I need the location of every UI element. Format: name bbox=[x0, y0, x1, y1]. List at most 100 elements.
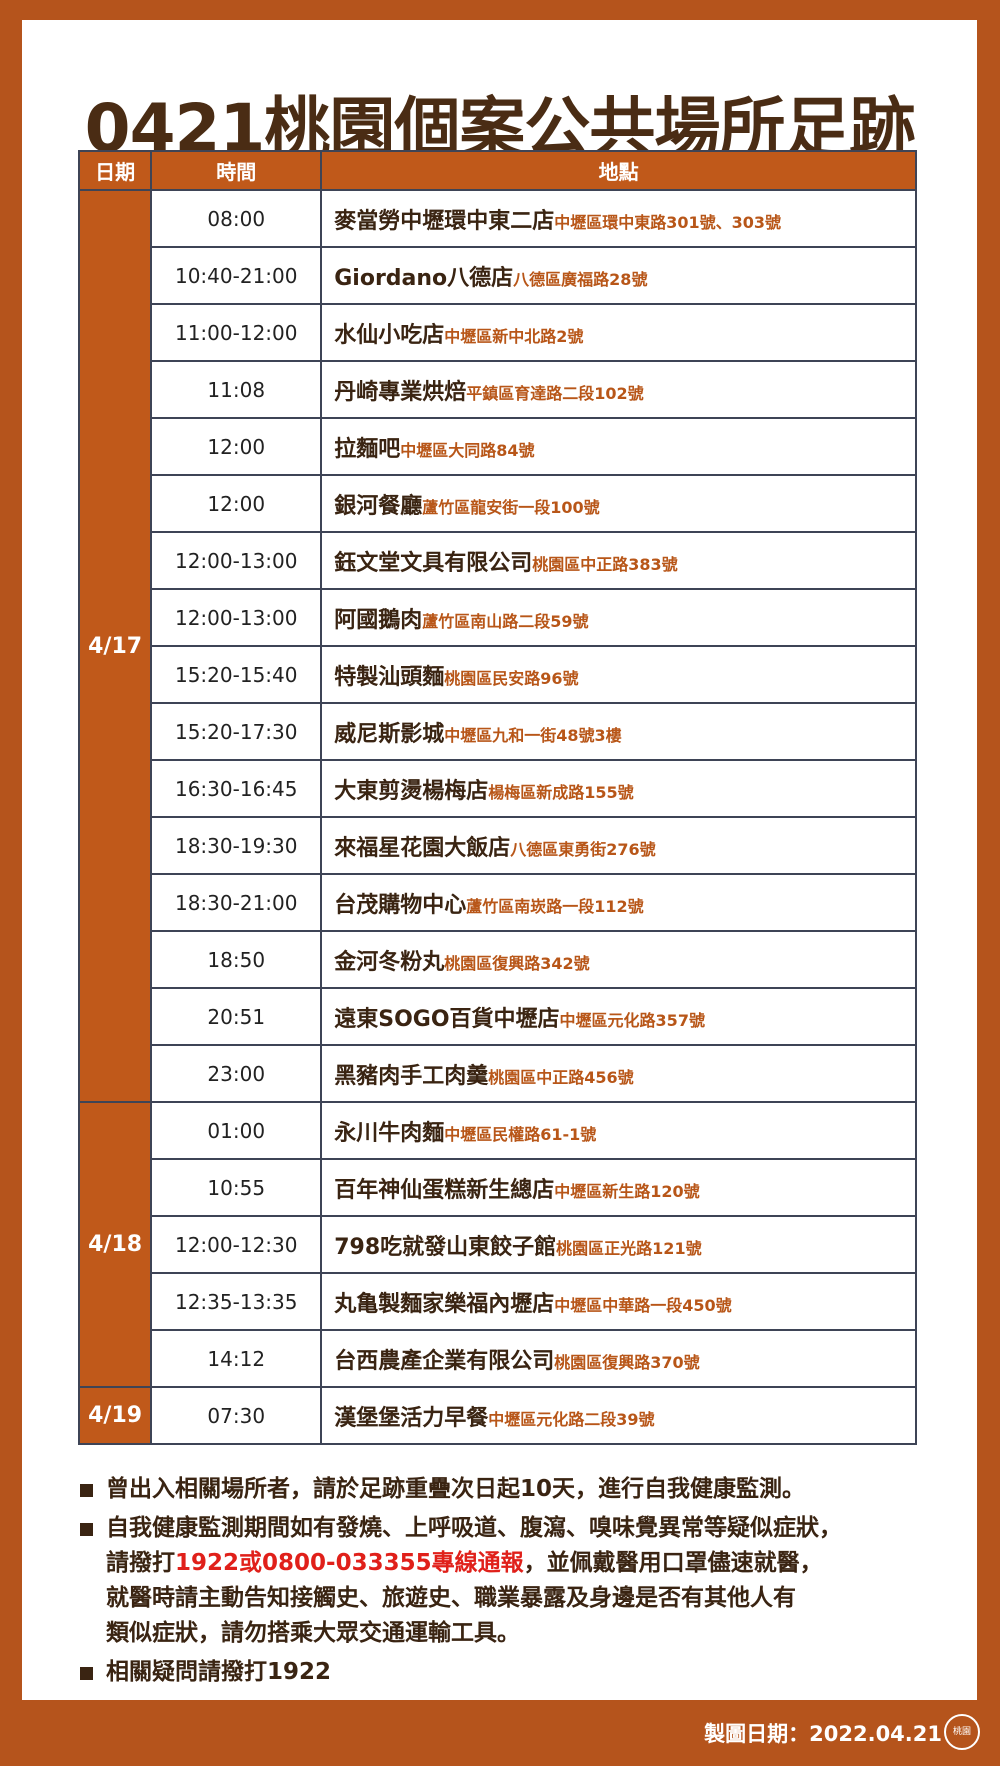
time-cell: 10:40-21:00 bbox=[150, 246, 323, 305]
time-cell: 11:00-12:00 bbox=[150, 303, 323, 362]
place-address: 中壢區大同路84號 bbox=[400, 440, 535, 460]
row: 4/17 08:00 麥當勞中壢環中東二店中壢區環中東路301號、303號 bbox=[77, 189, 917, 1103]
place-cell: 大東剪燙楊梅店楊梅區新成路155號 bbox=[320, 759, 917, 818]
place-name: 百年神仙蛋糕新生總店 bbox=[334, 1177, 555, 1203]
row: 4/19 07:30 漢堡堡活力早餐中壢區元化路二段39號 bbox=[77, 1386, 917, 1445]
place-cell: 水仙小吃店中壢區新中北路2號 bbox=[320, 303, 917, 362]
place-cell: 台茂購物中心蘆竹區南崁路一段112號 bbox=[320, 873, 917, 932]
note: 自我健康監測期間如有發燒、上呼吸道、腹瀉、嗅味覺異常等疑似症狀， 請撥打1922或… bbox=[78, 1511, 968, 1651]
date-cell: 4/18 bbox=[77, 1101, 153, 1388]
row: 15:20-15:40 特製汕頭麵桃園區民安路96號 bbox=[79, 645, 917, 704]
note-text: 1922或0800-033355專線通報 bbox=[175, 1550, 524, 1576]
place-address: 桃園區中正路456號 bbox=[488, 1067, 634, 1087]
row: 23:00 黑豬肉手工肉羹桃園區中正路456號 bbox=[79, 1044, 917, 1103]
place-address: 中壢區民權路61-1號 bbox=[444, 1124, 597, 1144]
place-cell: 麥當勞中壢環中東二店中壢區環中東路301號、303號 bbox=[320, 189, 917, 248]
row: 11:00-12:00 水仙小吃店中壢區新中北路2號 bbox=[79, 303, 917, 362]
place-address: 蘆竹區南崁路一段112號 bbox=[466, 896, 644, 916]
place-name: 特製汕頭麵 bbox=[334, 664, 445, 690]
place-name: 台西農產企業有限公司 bbox=[334, 1348, 555, 1374]
row: 12:00-12:30 798吃就發山東餃子館桃園區正光路121號 bbox=[79, 1215, 917, 1274]
row: 12:00-13:00 鈺文堂文具有限公司桃園區中正路383號 bbox=[79, 531, 917, 590]
place-cell: 金河冬粉丸桃園區復興路342號 bbox=[320, 930, 917, 989]
time-cell: 11:08 bbox=[150, 360, 323, 419]
seal: 桃園 bbox=[944, 1714, 980, 1750]
time-cell: 01:00 bbox=[150, 1101, 323, 1160]
place-address: 平鎮區育達路二段102號 bbox=[466, 383, 644, 403]
place-cell: 阿國鵝肉蘆竹區南山路二段59號 bbox=[320, 588, 917, 647]
place-name: 遠東SOGO百貨中壢店 bbox=[334, 1006, 560, 1032]
header-cell: 時間 bbox=[150, 150, 323, 191]
time-cell: 15:20-15:40 bbox=[150, 645, 323, 704]
row: 18:50 金河冬粉丸桃園區復興路342號 bbox=[79, 930, 917, 989]
place-cell: 永川牛肉麵中壢區民權路61-1號 bbox=[320, 1101, 917, 1160]
place-cell: 特製汕頭麵桃園區民安路96號 bbox=[320, 645, 917, 704]
place-address: 八德區廣福路28號 bbox=[513, 269, 648, 289]
place-name: 丸亀製麵家樂福內壢店 bbox=[334, 1291, 555, 1317]
place-cell: 丹崎專業烘焙平鎮區育達路二段102號 bbox=[320, 360, 917, 419]
time-cell: 12:00-13:00 bbox=[150, 588, 323, 647]
time-cell: 10:55 bbox=[150, 1158, 323, 1217]
note-text: ，並佩戴醫用口罩儘速就醫， bbox=[523, 1550, 823, 1576]
place-cell: 798吃就發山東餃子館桃園區正光路121號 bbox=[320, 1215, 917, 1274]
time-cell: 18:50 bbox=[150, 930, 323, 989]
place-name: 台茂購物中心 bbox=[334, 892, 467, 918]
row: 12:00 銀河餐廳蘆竹區龍安街一段100號 bbox=[79, 474, 917, 533]
row: 12:35-13:35 丸亀製麵家樂福內壢店中壢區中華路一段450號 bbox=[79, 1272, 917, 1331]
note-text: 就醫時請主動告知接觸史、旅遊史、職業暴露及身邊是否有其他人有 bbox=[106, 1585, 796, 1611]
note-text: 自我健康監測期間如有發燒、上呼吸道、腹瀉、嗅味覺異常等疑似症狀， bbox=[106, 1515, 842, 1541]
note: 曾出入相關場所者，請於足跡重疊次日起10天，進行自我健康監測。 bbox=[78, 1472, 968, 1507]
time-cell: 12:00 bbox=[150, 417, 323, 476]
place-address: 蘆竹區龍安街一段100號 bbox=[422, 497, 600, 517]
time-cell: 07:30 bbox=[150, 1386, 323, 1445]
place-address: 桃園區正光路121號 bbox=[556, 1238, 702, 1258]
row: 11:08 丹崎專業烘焙平鎮區育達路二段102號 bbox=[79, 360, 917, 419]
place-cell: Giordano八德店八德區廣福路28號 bbox=[320, 246, 917, 305]
time-cell: 18:30-19:30 bbox=[150, 816, 323, 875]
date-cell: 4/17 bbox=[77, 189, 153, 1103]
place-address: 桃園區復興路342號 bbox=[444, 953, 590, 973]
time-cell: 18:30-21:00 bbox=[150, 873, 323, 932]
place-name: 鈺文堂文具有限公司 bbox=[334, 550, 533, 576]
time-cell: 08:00 bbox=[150, 189, 323, 248]
place-name: 金河冬粉丸 bbox=[334, 949, 445, 975]
note-text: 類似症狀，請勿搭乘大眾交通運輸工具。 bbox=[106, 1620, 520, 1646]
place-name: Giordano八德店 bbox=[334, 265, 514, 291]
place-address: 桃園區中正路383號 bbox=[532, 554, 678, 574]
row: 12:00 拉麵吧中壢區大同路84號 bbox=[79, 417, 917, 476]
place-address: 中壢區新中北路2號 bbox=[444, 326, 584, 346]
row: 14:12 台西農產企業有限公司桃園區復興路370號 bbox=[79, 1329, 917, 1388]
row: 18:30-21:00 台茂購物中心蘆竹區南崁路一段112號 bbox=[79, 873, 917, 932]
place-cell: 丸亀製麵家樂福內壢店中壢區中華路一段450號 bbox=[320, 1272, 917, 1331]
footer-date: 製圖日期：2022.04.21 bbox=[704, 1722, 942, 1746]
place-name: 來福星花園大飯店 bbox=[334, 835, 511, 861]
place-address: 中壢區環中東路301號、303號 bbox=[554, 212, 782, 232]
row: 18:30-19:30 來福星花園大飯店八德區東勇街276號 bbox=[79, 816, 917, 875]
place-name: 麥當勞中壢環中東二店 bbox=[334, 208, 555, 234]
date-cell: 4/19 bbox=[77, 1386, 153, 1445]
place-address: 中壢區九和一街48號3樓 bbox=[444, 725, 622, 745]
notes: 曾出入相關場所者，請於足跡重疊次日起10天，進行自我健康監測。自我健康監測期間如… bbox=[78, 1472, 968, 1694]
place-cell: 遠東SOGO百貨中壢店中壢區元化路357號 bbox=[320, 987, 917, 1046]
place-name: 大東剪燙楊梅店 bbox=[334, 778, 489, 804]
footprint-table: 日期 時間 地點 4/17 08:00 麥當勞中壢環中東二店中壢區環中東路301號、30… bbox=[77, 150, 917, 1445]
time-cell: 15:20-17:30 bbox=[150, 702, 323, 761]
place-cell: 台西農產企業有限公司桃園區復興路370號 bbox=[320, 1329, 917, 1388]
place-name: 阿國鵝肉 bbox=[334, 607, 423, 633]
place-address: 八德區東勇街276號 bbox=[510, 839, 656, 859]
note-text: 相關疑問請撥打1922 bbox=[106, 1659, 332, 1685]
row: 15:20-17:30 威尼斯影城中壢區九和一街48號3樓 bbox=[79, 702, 917, 761]
place-cell: 鈺文堂文具有限公司桃園區中正路383號 bbox=[320, 531, 917, 590]
time-cell: 20:51 bbox=[150, 987, 323, 1046]
note-text: 請撥打 bbox=[106, 1550, 175, 1576]
time-cell: 12:35-13:35 bbox=[150, 1272, 323, 1331]
place-cell: 銀河餐廳蘆竹區龍安街一段100號 bbox=[320, 474, 917, 533]
time-cell: 14:12 bbox=[150, 1329, 323, 1388]
place-address: 楊梅區新成路155號 bbox=[488, 782, 634, 802]
note: 相關疑問請撥打1922 bbox=[78, 1655, 968, 1690]
place-name: 拉麵吧 bbox=[334, 436, 401, 462]
header-row: 日期 時間 地點 bbox=[77, 150, 917, 191]
place-name: 丹崎專業烘焙 bbox=[334, 379, 467, 405]
note-text: 曾出入相關場所者，請於足跡重疊次日起10天，進行自我健康監測。 bbox=[106, 1476, 806, 1502]
place-cell: 百年神仙蛋糕新生總店中壢區新生路120號 bbox=[320, 1158, 917, 1217]
